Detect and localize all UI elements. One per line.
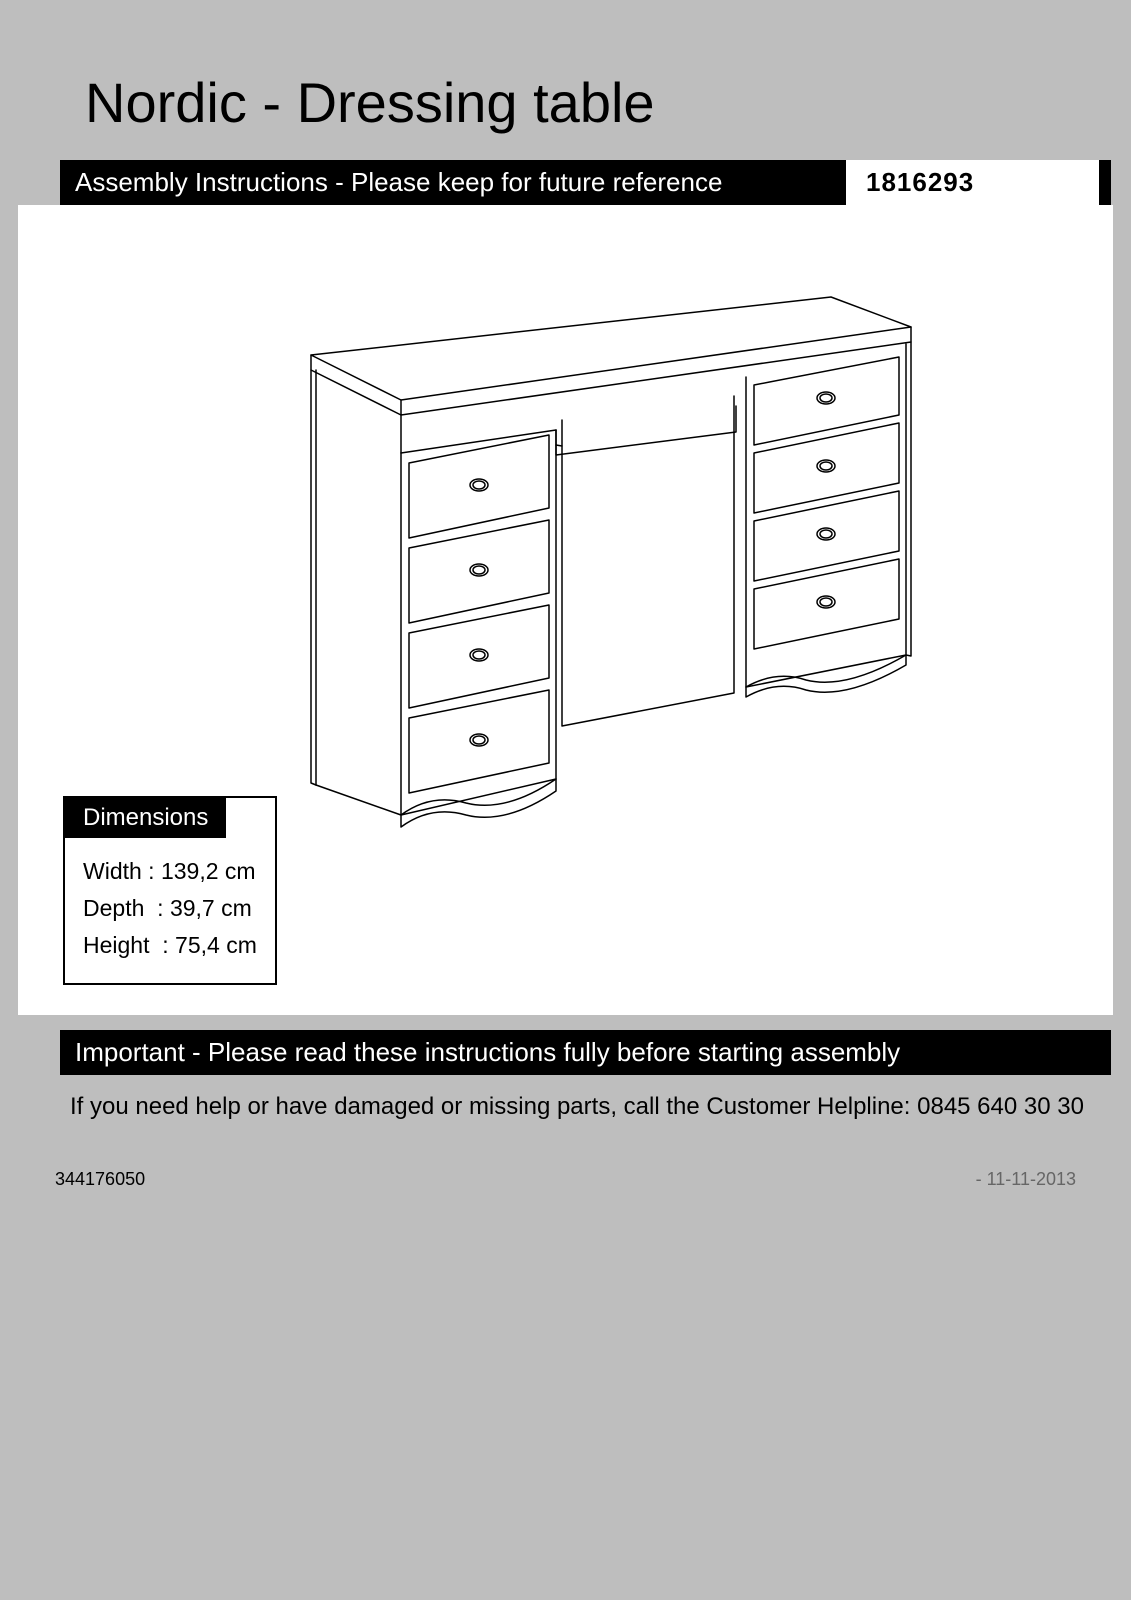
product-number: 1816293: [846, 160, 1111, 205]
dimension-depth: Depth : 39,7 cm: [83, 895, 257, 922]
dim-label: Depth: [83, 895, 144, 921]
page-container: Nordic - Dressing table Assembly Instruc…: [0, 0, 1131, 1600]
left-drawer-4: [409, 690, 549, 793]
dim-value: 75,4 cm: [175, 932, 257, 958]
right-drawer-2: [754, 423, 899, 513]
right-drawer-1: [754, 357, 899, 445]
helpline-message: If you need help or have damaged or miss…: [70, 1093, 910, 1120]
dim-value: 139,2 cm: [161, 858, 256, 884]
dressing-table-illustration: [206, 285, 926, 845]
right-drawer-3: [754, 491, 899, 581]
content-area: Dimensions Width : 139,2 cm Depth : 39,7…: [18, 205, 1113, 1015]
right-drawer-4: [754, 559, 899, 649]
dim-value: 39,7 cm: [170, 895, 252, 921]
product-title: Nordic - Dressing table: [60, 50, 1111, 160]
dimensions-header: Dimensions: [65, 798, 226, 838]
assembly-instructions-label: Assembly Instructions - Please keep for …: [60, 160, 846, 205]
helpline-text: If you need help or have damaged or miss…: [0, 1075, 1131, 1139]
subtitle-bar: Assembly Instructions - Please keep for …: [60, 160, 1111, 205]
dimensions-content: Width : 139,2 cm Depth : 39,7 cm Height …: [65, 838, 275, 983]
left-drawer-3: [409, 605, 549, 708]
header-area: Nordic - Dressing table: [0, 0, 1131, 160]
dim-label: Height: [83, 932, 149, 958]
footer-code: 344176050: [55, 1169, 145, 1190]
dimension-height: Height : 75,4 cm: [83, 932, 257, 959]
dim-label: Width: [83, 858, 142, 884]
left-drawer-1: [409, 435, 549, 538]
page-footer: 344176050 - 11-11-2013: [0, 1139, 1131, 1215]
left-drawer-2: [409, 520, 549, 623]
important-notice-bar: Important - Please read these instructio…: [60, 1030, 1111, 1075]
helpline-phone: 0845 640 30 30: [917, 1093, 1084, 1120]
dimension-width: Width : 139,2 cm: [83, 858, 257, 885]
dimensions-box: Dimensions Width : 139,2 cm Depth : 39,7…: [63, 796, 277, 985]
footer-date: - 11-11-2013: [976, 1169, 1076, 1190]
